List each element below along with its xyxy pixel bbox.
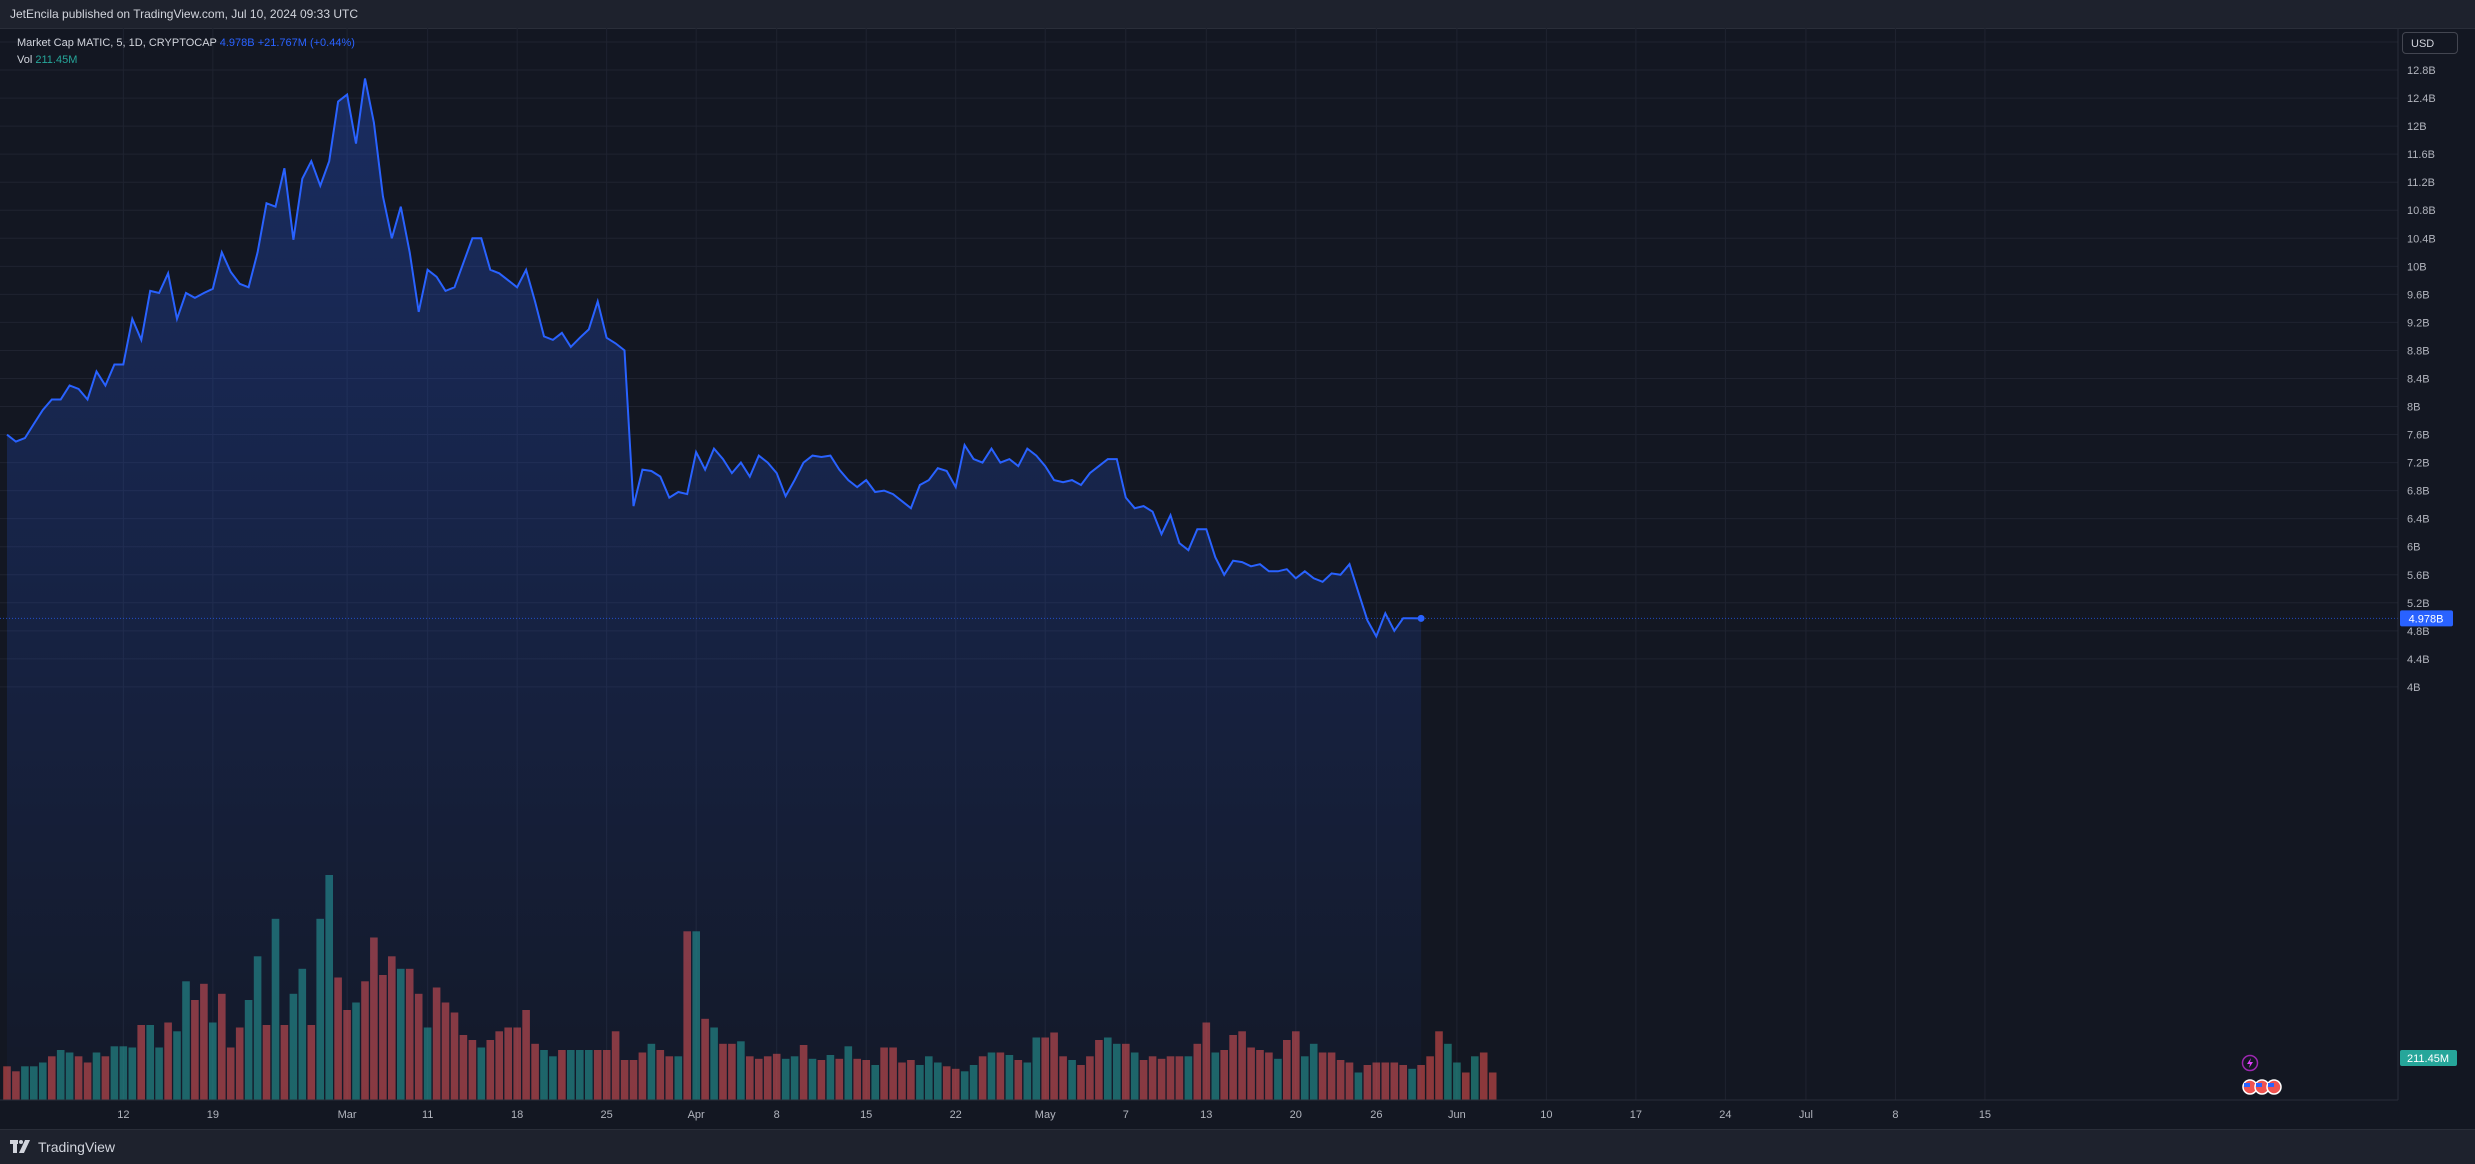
tradingview-logo-icon [10,1140,32,1154]
time-tick-label: Jul [1799,1109,1813,1121]
price-tick-label: 10.4B [2407,233,2436,245]
time-tick-label: 15 [860,1109,872,1121]
time-axis[interactable]: 12 19 Mar 11 18 25 Apr 8 15 22 May 7 13 20 26 Jun 10 17 24… [117,1109,1991,1121]
volume-row: Vol 211.45M [17,52,355,69]
time-tick-label: 19 [207,1109,219,1121]
price-axis-label: 4.978B [2400,610,2453,627]
time-tick-label: 26 [1370,1109,1382,1121]
time-tick-label: Mar [338,1109,357,1121]
time-tick-label: 8 [774,1109,780,1121]
time-tick-label: Jun [1448,1109,1466,1121]
time-tick-label: Apr [688,1109,705,1121]
price-tick-label: 7.2B [2407,458,2430,470]
volume-axis-label: 211.45M [2400,1050,2457,1066]
symbol-change: +21.767M (+0.44%) [257,37,355,49]
publisher-bar: JetEncila published on TradingView.com, … [0,0,2475,29]
footer-bar: TradingView [0,1129,2475,1164]
volume-value: 211.45M [35,54,78,66]
price-tick-label: 4.8B [2407,626,2430,638]
event-markers[interactable] [2241,1054,2282,1095]
price-tick-label: 4B [2407,682,2420,694]
price-tick-label: 7.6B [2407,430,2430,442]
price-tick-label: 6B [2407,542,2420,554]
price-tick-label: 8.4B [2407,373,2430,385]
price-tick-label: 10.8B [2407,205,2436,217]
price-axis[interactable]: 13.2B12.8B12.4B12B11.6B11.2B10.8B10.4B10… [2407,37,2436,694]
time-tick-label: 20 [1290,1109,1302,1121]
time-tick-label: 12 [117,1109,129,1121]
volume-bar-down [1462,1072,1470,1100]
tradingview-logo[interactable]: TradingView [10,1139,115,1155]
symbol-name: Market Cap MATIC, 5, 1D, CRYPTOCAP [17,37,217,49]
volume-bar-down [1426,1056,1434,1101]
price-tick-label: 5.2B [2407,598,2430,610]
time-tick-label: 8 [1892,1109,1898,1121]
price-tick-label: 9.2B [2407,317,2430,329]
price-tick-label: 9.6B [2407,289,2430,301]
volume-bar-up [1453,1062,1461,1100]
symbol-row: Market Cap MATIC, 5, 1D, CRYPTOCAP 4.978… [17,35,355,52]
price-tick-label: 10B [2407,261,2427,273]
price-tick-label: 12.8B [2407,65,2436,77]
volume-bar-up [1471,1056,1479,1101]
time-tick-label: 10 [1540,1109,1552,1121]
time-tick-label: May [1035,1109,1056,1121]
volume-label: Vol [17,54,33,66]
time-tick-label: 25 [601,1109,613,1121]
time-tick-label: 22 [950,1109,962,1121]
time-tick-label: 24 [1719,1109,1731,1121]
time-tick-label: 18 [511,1109,523,1121]
publisher-line: JetEncila published on TradingView.com, … [10,7,358,21]
price-tick-label: 5.6B [2407,570,2430,582]
price-tick-label: 11.2B [2407,177,2435,189]
currency-selector[interactable]: USD [2402,32,2458,54]
price-tick-label: 11.6B [2407,149,2435,161]
volume-bar-down [1417,1065,1425,1100]
price-tick-label: 8B [2407,402,2420,414]
price-area-fill [7,78,1422,1100]
volume-bar-down [1435,1031,1443,1101]
price-tick-label: 8.8B [2407,345,2430,357]
price-tick-label: 12B [2407,121,2427,133]
volume-bar-down [1488,1072,1497,1100]
volume-bar-up [1444,1043,1452,1101]
price-tick-label: 4.4B [2407,654,2430,666]
svg-text:4.978B: 4.978B [2409,613,2444,625]
time-tick-label: 17 [1630,1109,1642,1121]
price-tick-label: 6.4B [2407,514,2430,526]
us-flag-event-icon[interactable] [2242,1079,2282,1095]
brand-name: TradingView [38,1139,116,1155]
time-tick-label: 13 [1200,1109,1212,1121]
volume-bar-down [1479,1052,1488,1100]
time-tick-label: 15 [1979,1109,1991,1121]
time-tick-label: 7 [1123,1109,1129,1121]
price-tick-label: 12.4B [2407,93,2436,105]
chart-legend: Market Cap MATIC, 5, 1D, CRYPTOCAP 4.978… [17,35,355,69]
lightning-bolt-glyph [2247,1058,2253,1068]
price-chart[interactable]: 13.2B12.8B12.4B12B11.6B11.2B10.8B10.4B10… [0,28,2475,1128]
price-line [6,78,1422,639]
price-tick-label: 6.8B [2407,486,2430,498]
last-price-dot [1417,614,1425,622]
time-tick-label: 11 [422,1109,433,1121]
svg-text:211.45M: 211.45M [2407,1053,2449,1065]
symbol-value: 4.978B [219,37,255,49]
